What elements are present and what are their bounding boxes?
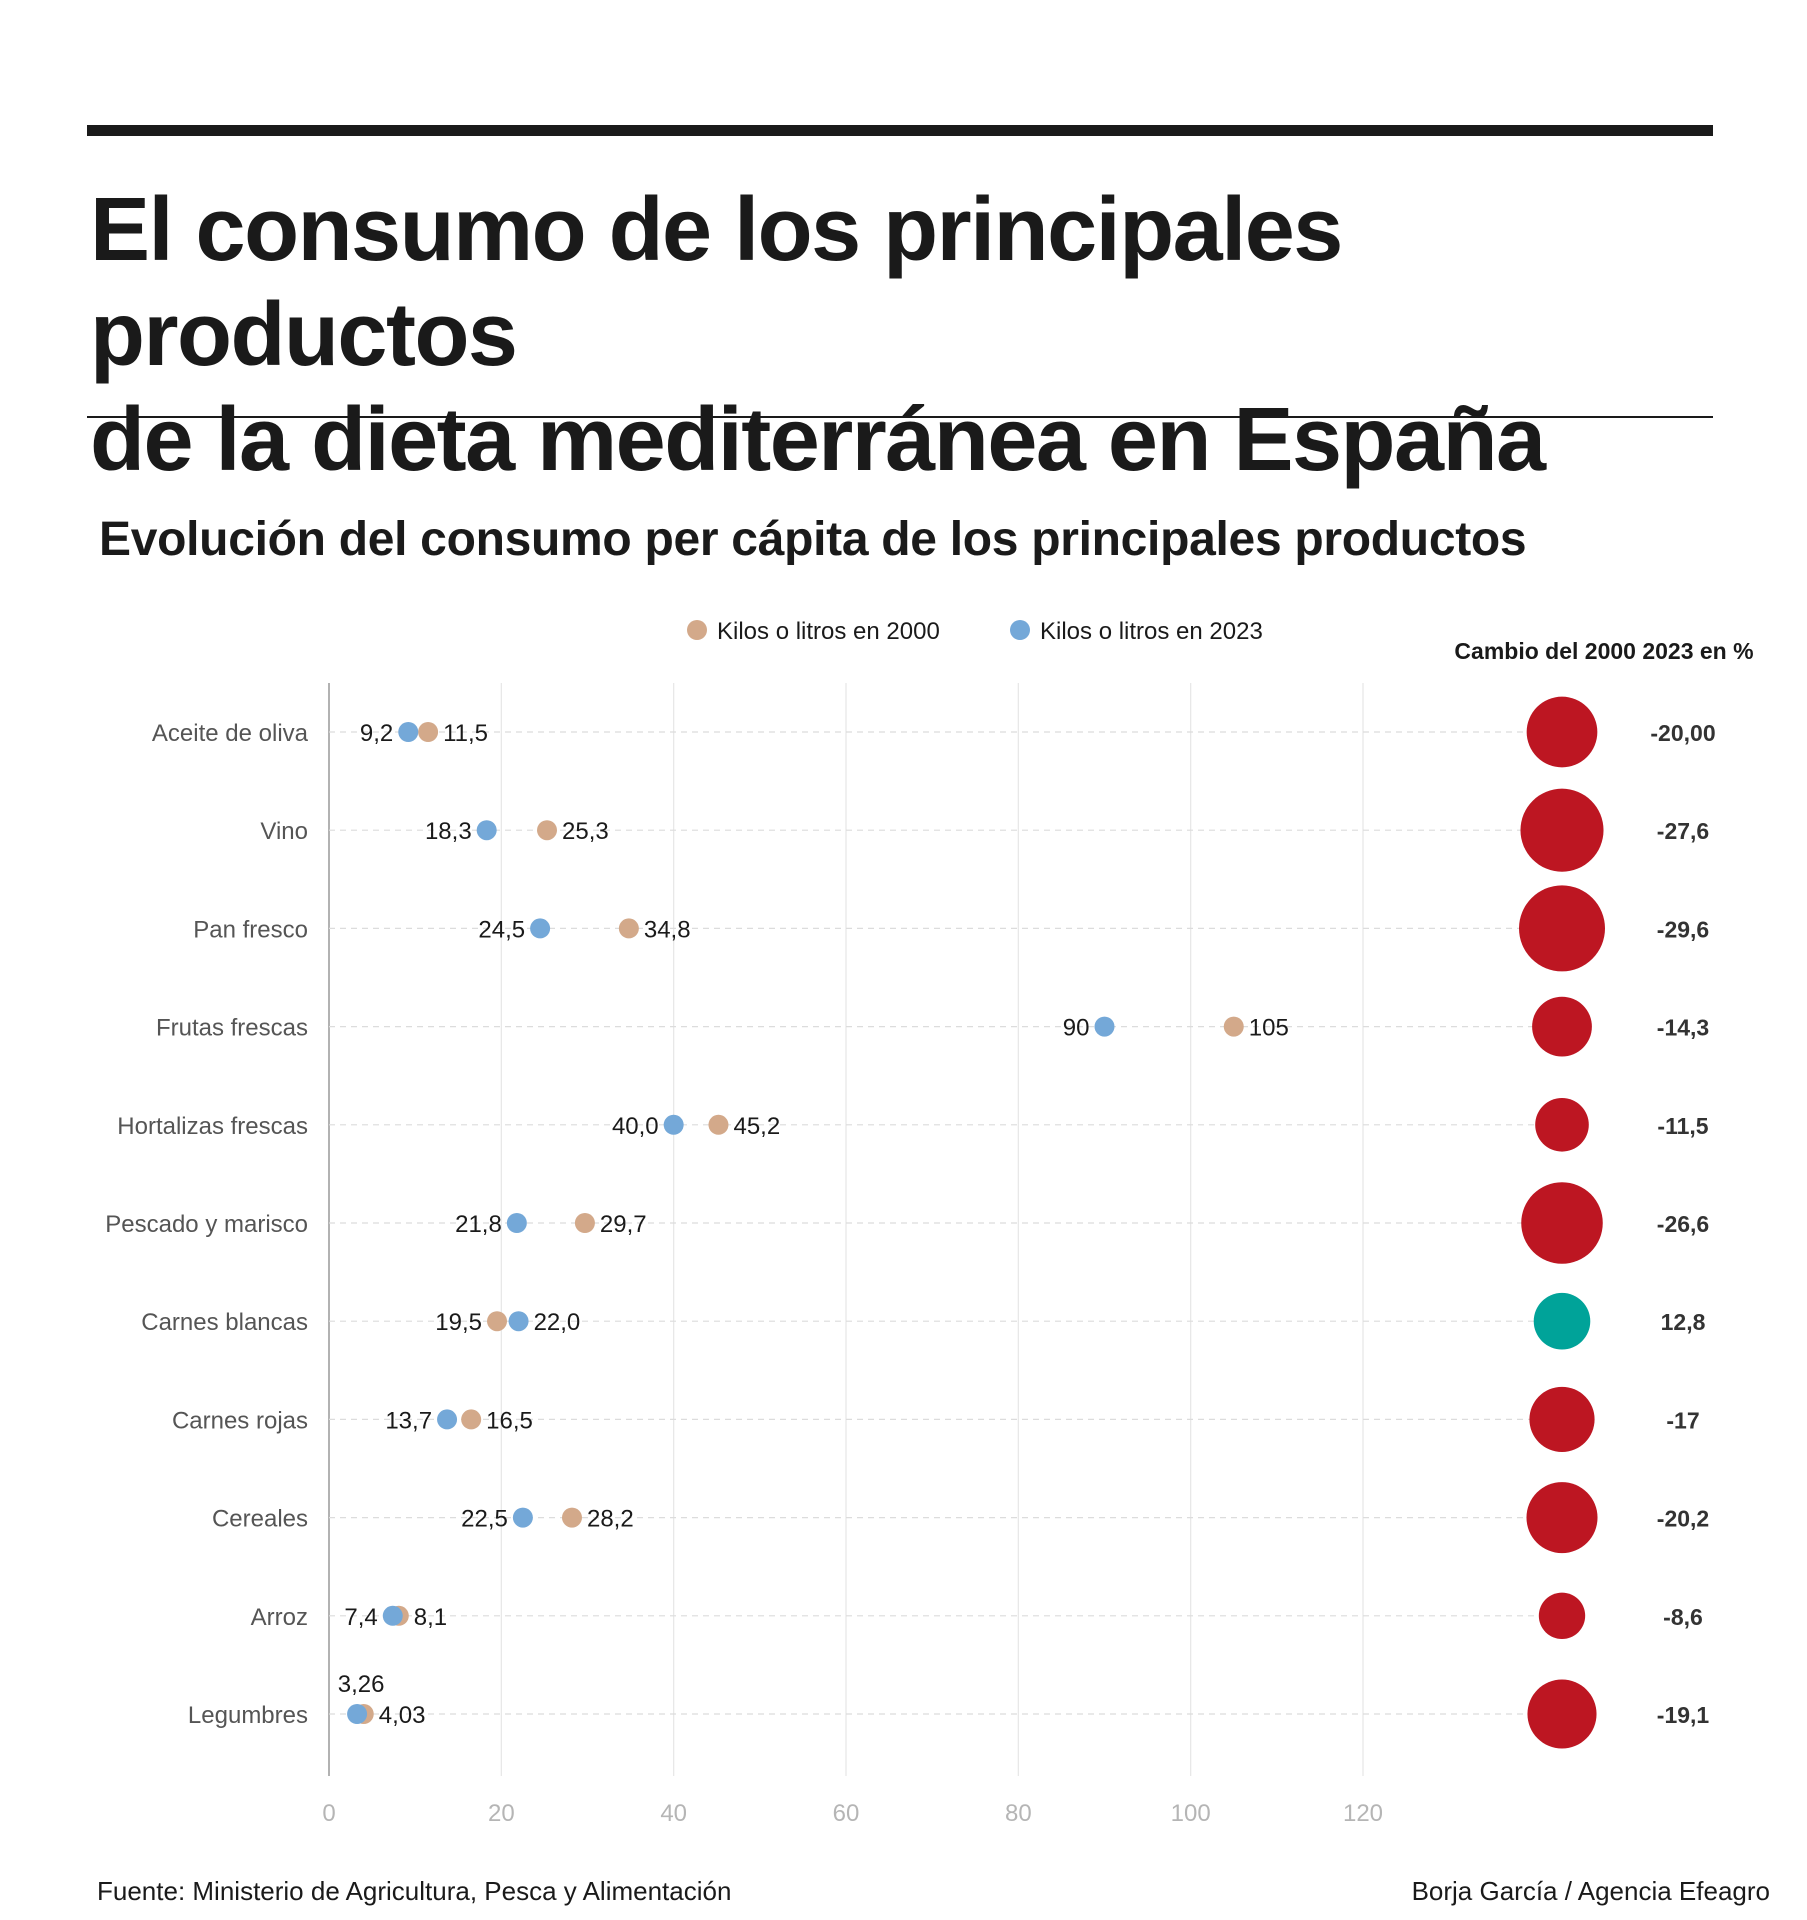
credit-note: Borja García / Agencia Efeagro — [1412, 1876, 1770, 1906]
page-title: El consumo de los principales productos … — [90, 178, 1790, 493]
top-bar — [87, 125, 1713, 136]
change-bubble — [1526, 1482, 1598, 1554]
dot-2023 — [347, 1704, 368, 1724]
data-label: 24,5 — [478, 916, 525, 943]
x-tick-label: 80 — [1005, 1800, 1032, 1827]
dot-2023 — [663, 1114, 684, 1135]
data-label: 18,3 — [425, 818, 472, 845]
dot-2000 — [418, 722, 439, 742]
legend-label-2023: Kilos o litros en 2023 — [1040, 618, 1263, 645]
data-label: 9,2 — [360, 720, 393, 747]
category-label: Pan fresco — [193, 916, 308, 943]
change-label: -8,6 — [1663, 1604, 1703, 1630]
dot-2023 — [382, 1605, 403, 1626]
change-label: -19,1 — [1657, 1702, 1710, 1728]
dot-2023 — [476, 820, 497, 841]
data-label: 40,0 — [612, 1113, 659, 1140]
data-label: 11,5 — [443, 720, 488, 747]
category-label: Hortalizas frescas — [117, 1113, 308, 1140]
data-label: 90 — [1063, 1015, 1090, 1042]
change-bubble — [1520, 788, 1604, 872]
x-tick-label: 100 — [1171, 1800, 1211, 1827]
dot-2000 — [708, 1114, 729, 1135]
data-label: 45,2 — [733, 1113, 780, 1140]
x-tick-label: 20 — [488, 1800, 515, 1827]
x-tick-label: 120 — [1343, 1800, 1383, 1827]
dot-2023 — [508, 1311, 529, 1332]
change-bubble — [1521, 1182, 1603, 1264]
change-bubble — [1526, 696, 1598, 768]
category-label: Pescado y marisco — [105, 1211, 308, 1238]
chart-title: Evolución del consumo per cápita de los … — [99, 513, 1527, 566]
dot-2023 — [1094, 1016, 1115, 1037]
category-label: Legumbres — [188, 1702, 308, 1729]
data-label: 25,3 — [562, 818, 609, 845]
change-bubble — [1533, 1292, 1591, 1350]
dot-2023 — [512, 1507, 533, 1528]
change-label: -11,5 — [1657, 1113, 1708, 1139]
dot-2000 — [618, 918, 639, 939]
dot-2000 — [487, 1311, 508, 1332]
legend-marker-2000 — [687, 620, 707, 640]
data-label: 28,2 — [587, 1506, 634, 1533]
category-label: Vino — [260, 818, 308, 845]
dot-2023 — [506, 1213, 527, 1233]
data-label: 16,5 — [486, 1407, 533, 1434]
category-label: Cereales — [212, 1506, 308, 1533]
change-bubble — [1538, 1592, 1586, 1639]
data-label: 3,26 — [338, 1671, 385, 1698]
data-label: 8,1 — [414, 1604, 447, 1631]
category-label: Frutas frescas — [156, 1015, 308, 1042]
dot-2000 — [537, 820, 558, 841]
change-label: 12,8 — [1661, 1309, 1706, 1335]
data-label: 22,0 — [534, 1309, 581, 1336]
dot-2023 — [530, 918, 551, 939]
data-label: 34,8 — [644, 916, 691, 943]
change-bubble — [1527, 1679, 1597, 1749]
x-tick-label: 60 — [833, 1800, 860, 1827]
change-bubble — [1532, 996, 1592, 1057]
dot-2023 — [437, 1409, 458, 1430]
dot-2000 — [461, 1409, 482, 1430]
data-label: 13,7 — [385, 1407, 432, 1434]
title-divider — [87, 416, 1713, 418]
data-label: 19,5 — [435, 1309, 482, 1336]
x-tick-label: 40 — [660, 1800, 687, 1827]
legend-marker-2023 — [1010, 620, 1030, 640]
change-column-header: Cambio del 2000 2023 en % — [1454, 638, 1753, 664]
change-bubble — [1535, 1097, 1589, 1152]
category-label: Arroz — [251, 1604, 308, 1631]
change-label: -29,6 — [1657, 916, 1709, 942]
change-label: -27,6 — [1657, 818, 1709, 844]
change-label: -20,00 — [1650, 720, 1715, 746]
change-label: -20,2 — [1657, 1506, 1709, 1532]
x-tick-label: 0 — [322, 1800, 335, 1827]
data-label: 29,7 — [600, 1211, 647, 1238]
data-label: 105 — [1249, 1015, 1289, 1042]
data-label: 21,8 — [455, 1211, 502, 1238]
change-label: -17 — [1666, 1407, 1699, 1433]
dot-2023 — [398, 722, 419, 742]
data-label: 22,5 — [461, 1506, 508, 1533]
data-label: 4,03 — [379, 1702, 426, 1729]
category-label: Carnes rojas — [172, 1407, 308, 1434]
category-label: Aceite de oliva — [152, 720, 309, 747]
dot-2000 — [1223, 1016, 1244, 1037]
legend-label-2000: Kilos o litros en 2000 — [717, 618, 940, 645]
change-bubble — [1529, 1386, 1595, 1452]
category-label: Carnes blancas — [141, 1309, 308, 1336]
change-label: -26,6 — [1657, 1211, 1709, 1237]
dot-2000 — [561, 1507, 582, 1528]
change-bubble — [1519, 885, 1605, 972]
data-label: 7,4 — [344, 1604, 377, 1631]
change-label: -14,3 — [1657, 1015, 1709, 1041]
title-line-2: de la dieta mediterránea en España — [90, 390, 1546, 490]
title-line-1: El consumo de los principales productos — [90, 180, 1343, 385]
dot-2000 — [574, 1213, 595, 1233]
source-note: Fuente: Ministerio de Agricultura, Pesca… — [97, 1876, 731, 1906]
